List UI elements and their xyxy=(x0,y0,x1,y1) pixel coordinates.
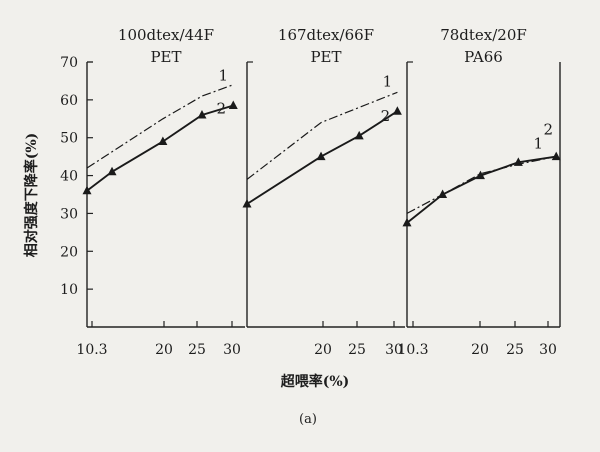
figure-caption: (a) xyxy=(299,412,317,427)
y-tick-label: 60 xyxy=(60,93,78,109)
y-tick-label: 70 xyxy=(60,55,78,71)
series-1-label: 1 xyxy=(533,135,543,153)
series-1-line xyxy=(246,91,398,180)
series-2-point xyxy=(551,151,561,161)
series-2-point xyxy=(475,170,485,180)
y-tick-label: 20 xyxy=(60,244,78,260)
y-tick-label: 50 xyxy=(60,131,78,147)
series-2-point xyxy=(402,217,412,227)
series-2-point xyxy=(242,198,252,208)
x-tick-label: 20 xyxy=(155,342,173,358)
series-2-point xyxy=(107,166,117,176)
y-tick-label: 10 xyxy=(60,282,78,298)
y-axis-title: 相对强度下降率(%) xyxy=(23,133,40,258)
series-2-point xyxy=(82,185,92,195)
panel-1-subtitle: PET xyxy=(150,48,181,66)
series-2-label: 2 xyxy=(543,121,553,139)
series-2-label: 2 xyxy=(216,100,226,118)
x-axis-title: 超喂率(%) xyxy=(280,373,350,390)
series-1-label: 1 xyxy=(383,72,393,90)
series-2-point xyxy=(438,189,448,198)
x-tick-label: 25 xyxy=(348,342,366,358)
panel-2-subtitle: PET xyxy=(310,48,341,66)
series-2-point xyxy=(316,151,326,161)
series-2-label: 2 xyxy=(381,107,391,125)
series-2-line xyxy=(86,104,234,192)
series-1-line xyxy=(86,84,234,169)
panel-2-title: 167dtex/66F xyxy=(278,26,374,44)
series-2-point xyxy=(158,136,168,145)
panel-3-title: 78dtex/20F xyxy=(440,26,527,44)
x-tick-label: 10.3 xyxy=(76,342,107,358)
x-tick-label: 30 xyxy=(385,342,403,358)
y-tick-label: 30 xyxy=(60,206,78,222)
series-2-point xyxy=(228,100,238,110)
series-1-label: 1 xyxy=(218,67,228,85)
panel-3-subtitle: PA66 xyxy=(464,48,503,66)
series-2-line xyxy=(406,155,557,224)
x-tick-label: 25 xyxy=(506,342,524,358)
series-2-line xyxy=(246,110,398,205)
series-2-point xyxy=(392,106,402,115)
series-2-point xyxy=(354,130,364,140)
series-2-point xyxy=(513,157,523,166)
x-tick-label: 20 xyxy=(314,342,332,358)
x-tick-label: 25 xyxy=(188,342,206,358)
x-tick-label: 20 xyxy=(471,342,489,358)
y-tick-label: 40 xyxy=(60,169,78,185)
series-2-point xyxy=(197,110,207,119)
panel-1-title: 100dtex/44F xyxy=(118,26,214,44)
x-tick-label: 10.3 xyxy=(397,342,428,358)
x-tick-label: 30 xyxy=(223,342,241,358)
x-tick-label: 30 xyxy=(539,342,557,358)
